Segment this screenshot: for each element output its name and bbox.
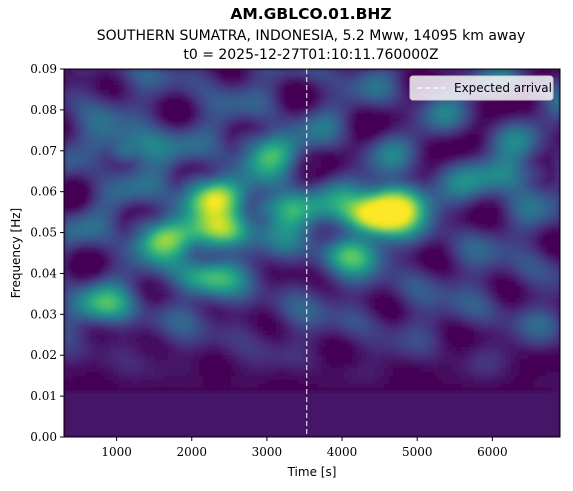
legend-label-expected-arrival: Expected arrival — [454, 81, 552, 95]
y-tick-label: 0.00 — [30, 430, 57, 444]
x-tick-label: 1000 — [101, 445, 132, 459]
spectrogram-heatmap — [64, 69, 560, 437]
x-tick-label: 3000 — [252, 445, 283, 459]
x-axis-label: Time [s] — [287, 465, 337, 479]
plot-frame — [63, 68, 561, 438]
x-tick-label: 5000 — [402, 445, 433, 459]
y-tick-label: 0.02 — [30, 348, 57, 362]
x-tick-label: 4000 — [327, 445, 358, 459]
y-tick-label: 0.06 — [30, 185, 57, 199]
y-tick-label: 0.07 — [30, 144, 57, 158]
chart-title: AM.GBLCO.01.BHZ — [230, 5, 391, 23]
y-tick-label: 0.08 — [30, 103, 57, 117]
chart-subtitle-line2: t0 = 2025-12-27T01:10:11.760000Z — [183, 47, 438, 63]
x-tick-label: 6000 — [477, 445, 508, 459]
legend-box — [409, 75, 554, 101]
y-tick-label: 0.03 — [30, 307, 57, 321]
x-axis-ticks: 1000 2000 3000 4000 5000 6000 — [101, 437, 508, 459]
x-tick-label: 2000 — [176, 445, 207, 459]
y-axis-ticks: 0.00 0.01 0.02 0.03 0.04 0.05 0.06 0.07 0.08 0.09 — [30, 62, 64, 444]
y-tick-label: 0.09 — [30, 62, 57, 76]
legend: Expected arrival — [409, 75, 554, 101]
chart-subtitle-line1: SOUTHERN SUMATRA, INDONESIA, 5.2 Mww, 14… — [97, 28, 526, 44]
spectrogram-plot-area — [64, 69, 560, 437]
y-axis-label: Frequency [Hz] — [9, 208, 23, 299]
y-tick-label: 0.04 — [30, 266, 57, 280]
y-tick-label: 0.05 — [30, 226, 57, 240]
y-tick-label: 0.01 — [30, 389, 57, 403]
